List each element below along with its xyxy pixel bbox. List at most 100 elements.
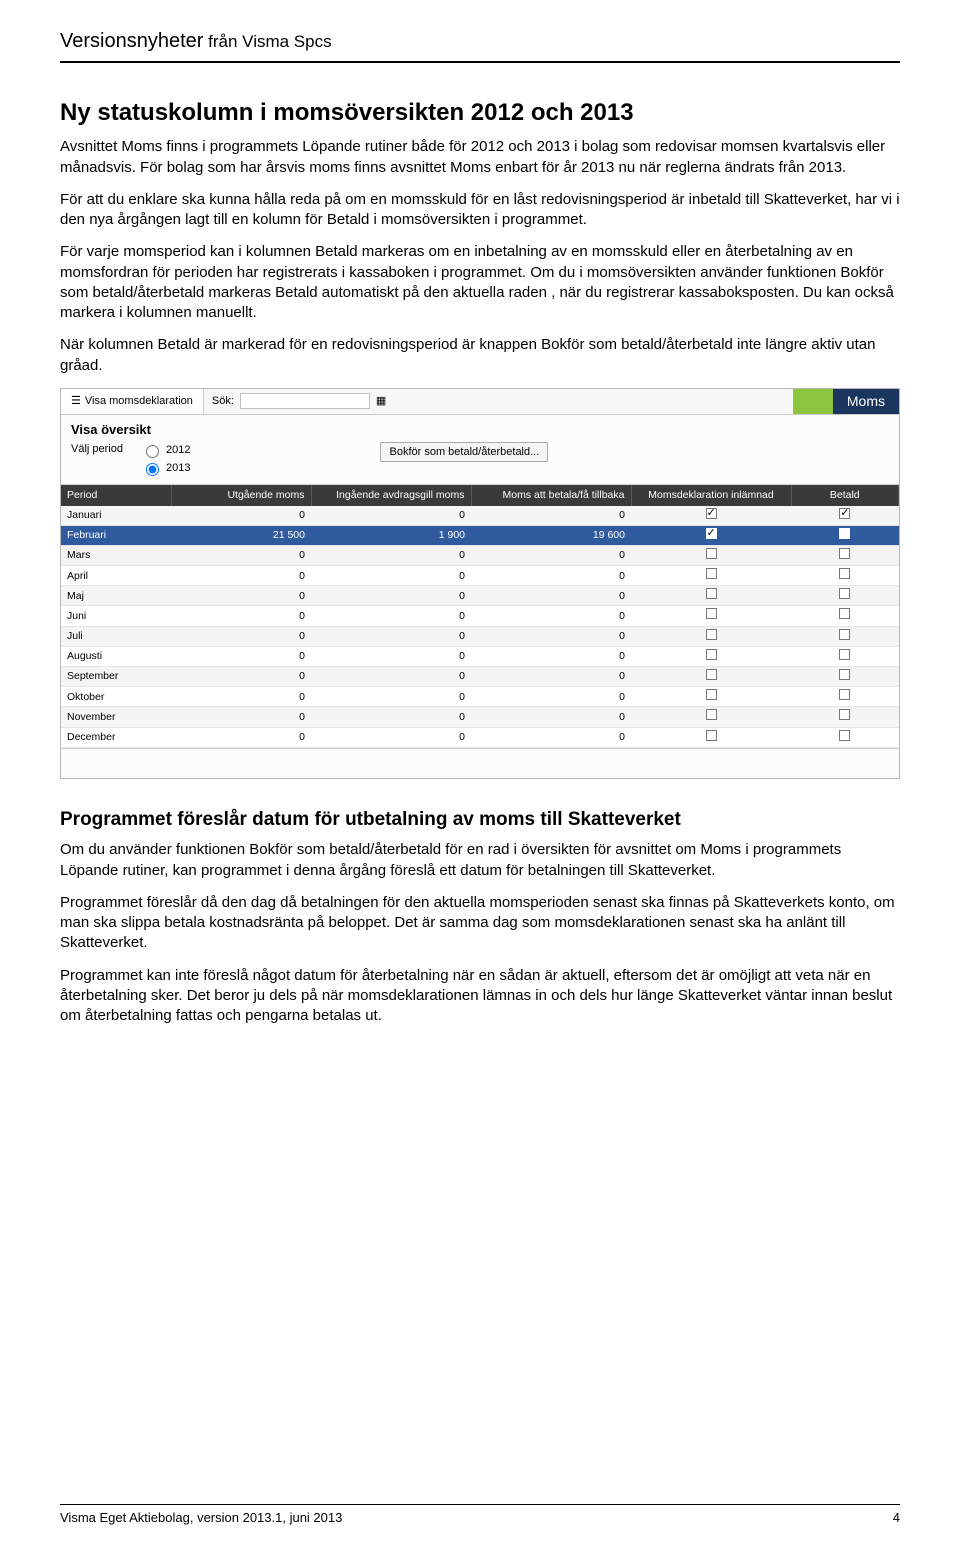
- checkbox-betald-icon[interactable]: [839, 548, 850, 559]
- col-ingaende: Ingående avdragsgill moms: [311, 485, 471, 505]
- cell-betald[interactable]: [791, 545, 899, 565]
- search-icon[interactable]: ▦: [376, 394, 386, 409]
- cell-ingaende: 0: [311, 707, 471, 727]
- table-row[interactable]: Maj000: [61, 586, 899, 606]
- header-subtitle: från Visma Spcs: [203, 32, 331, 51]
- cell-period: Januari: [61, 506, 171, 526]
- table-header-row: Period Utgående moms Ingående avdragsgil…: [61, 485, 899, 505]
- checkbox-betald-icon[interactable]: [839, 709, 850, 720]
- table-row[interactable]: December000: [61, 727, 899, 747]
- cell-deklaration[interactable]: [631, 545, 791, 565]
- cell-betald[interactable]: [791, 727, 899, 747]
- cell-betald[interactable]: [791, 626, 899, 646]
- app-subheader: Visa översikt: [61, 415, 899, 441]
- cell-betald[interactable]: [791, 566, 899, 586]
- checkbox-deklaration-icon[interactable]: [706, 669, 717, 680]
- cell-deklaration[interactable]: [631, 525, 791, 545]
- checkbox-betald-icon[interactable]: [839, 629, 850, 640]
- checkbox-deklaration-icon[interactable]: [706, 528, 717, 539]
- brand-green-accent: [793, 389, 833, 414]
- radio-2012[interactable]: 2012: [141, 442, 190, 458]
- cell-period: December: [61, 727, 171, 747]
- cell-deklaration[interactable]: [631, 646, 791, 666]
- checkbox-deklaration-icon[interactable]: [706, 568, 717, 579]
- cell-deklaration[interactable]: [631, 566, 791, 586]
- table-row[interactable]: Januari000: [61, 506, 899, 526]
- cell-ingaende: 0: [311, 727, 471, 747]
- cell-betald[interactable]: [791, 646, 899, 666]
- table-row[interactable]: September000: [61, 666, 899, 686]
- col-att-betala: Moms att betala/få tillbaka: [471, 485, 631, 505]
- cell-utgaende: 0: [171, 646, 311, 666]
- checkbox-deklaration-icon[interactable]: [706, 588, 717, 599]
- cell-deklaration[interactable]: [631, 727, 791, 747]
- cell-deklaration[interactable]: [631, 707, 791, 727]
- cell-deklaration[interactable]: [631, 687, 791, 707]
- checkbox-betald-icon[interactable]: [839, 649, 850, 660]
- cell-betald[interactable]: [791, 586, 899, 606]
- checkbox-betald-icon[interactable]: [839, 669, 850, 680]
- checkbox-deklaration-icon[interactable]: [706, 629, 717, 640]
- document-header: Versionsnyheter från Visma Spcs: [60, 28, 900, 63]
- checkbox-betald-icon[interactable]: [839, 568, 850, 579]
- section2-p2: Programmet föreslår då den dag då betaln…: [60, 893, 900, 954]
- tab-visa-momsdeklaration[interactable]: ☰ Visa momsdeklaration: [61, 389, 204, 414]
- cell-utgaende: 0: [171, 606, 311, 626]
- search-group: Sök: ▦: [204, 393, 394, 409]
- cell-betald[interactable]: [791, 506, 899, 526]
- cell-utgaende: 0: [171, 666, 311, 686]
- checkbox-deklaration-icon[interactable]: [706, 649, 717, 660]
- section1-p1: Avsnittet Moms finns i programmets Löpan…: [60, 137, 900, 178]
- cell-deklaration[interactable]: [631, 606, 791, 626]
- col-period: Period: [61, 485, 171, 505]
- cell-utgaende: 0: [171, 586, 311, 606]
- cell-att-betala: 0: [471, 566, 631, 586]
- app-toolbar: ☰ Visa momsdeklaration Sök: ▦ Moms: [61, 389, 899, 415]
- radio-2013[interactable]: 2013: [141, 460, 190, 476]
- table-row[interactable]: Oktober000: [61, 687, 899, 707]
- section1-p4: När kolumnen Betald är markerad för en r…: [60, 335, 900, 376]
- cell-ingaende: 0: [311, 586, 471, 606]
- cell-utgaende: 0: [171, 545, 311, 565]
- cell-deklaration[interactable]: [631, 626, 791, 646]
- checkbox-deklaration-icon[interactable]: [706, 730, 717, 741]
- table-row[interactable]: April000: [61, 566, 899, 586]
- cell-betald[interactable]: [791, 525, 899, 545]
- brand-bar: Moms: [793, 389, 899, 414]
- checkbox-deklaration-icon[interactable]: [706, 548, 717, 559]
- col-utgaende: Utgående moms: [171, 485, 311, 505]
- checkbox-deklaration-icon[interactable]: [706, 709, 717, 720]
- cell-att-betala: 0: [471, 707, 631, 727]
- cell-deklaration[interactable]: [631, 586, 791, 606]
- section2-heading: Programmet föreslår datum för utbetalnin…: [60, 807, 900, 833]
- footer-pagenum: 4: [893, 1509, 900, 1527]
- bokfor-button[interactable]: Bokför som betald/återbetald...: [380, 442, 548, 462]
- cell-period: April: [61, 566, 171, 586]
- cell-deklaration[interactable]: [631, 666, 791, 686]
- cell-period: November: [61, 707, 171, 727]
- checkbox-betald-icon[interactable]: [839, 588, 850, 599]
- cell-betald[interactable]: [791, 666, 899, 686]
- cell-deklaration[interactable]: [631, 506, 791, 526]
- cell-betald[interactable]: [791, 606, 899, 626]
- checkbox-betald-icon[interactable]: [839, 508, 850, 519]
- table-row[interactable]: Augusti000: [61, 646, 899, 666]
- cell-betald[interactable]: [791, 687, 899, 707]
- checkbox-deklaration-icon[interactable]: [706, 508, 717, 519]
- period-selector-row: Välj period 2012 2013 Bokför som betald/…: [61, 440, 899, 485]
- cell-betald[interactable]: [791, 707, 899, 727]
- cell-att-betala: 19 600: [471, 525, 631, 545]
- table-row[interactable]: Juli000: [61, 626, 899, 646]
- checkbox-betald-icon[interactable]: [839, 608, 850, 619]
- table-row[interactable]: Juni000: [61, 606, 899, 626]
- checkbox-deklaration-icon[interactable]: [706, 608, 717, 619]
- col-deklaration: Momsdeklaration inlämnad: [631, 485, 791, 505]
- checkbox-deklaration-icon[interactable]: [706, 689, 717, 700]
- table-row[interactable]: November000: [61, 707, 899, 727]
- table-row[interactable]: Mars000: [61, 545, 899, 565]
- checkbox-betald-icon[interactable]: [839, 730, 850, 741]
- checkbox-betald-icon[interactable]: [839, 528, 850, 539]
- search-input[interactable]: [240, 393, 370, 409]
- checkbox-betald-icon[interactable]: [839, 689, 850, 700]
- table-row[interactable]: Februari21 5001 90019 600: [61, 525, 899, 545]
